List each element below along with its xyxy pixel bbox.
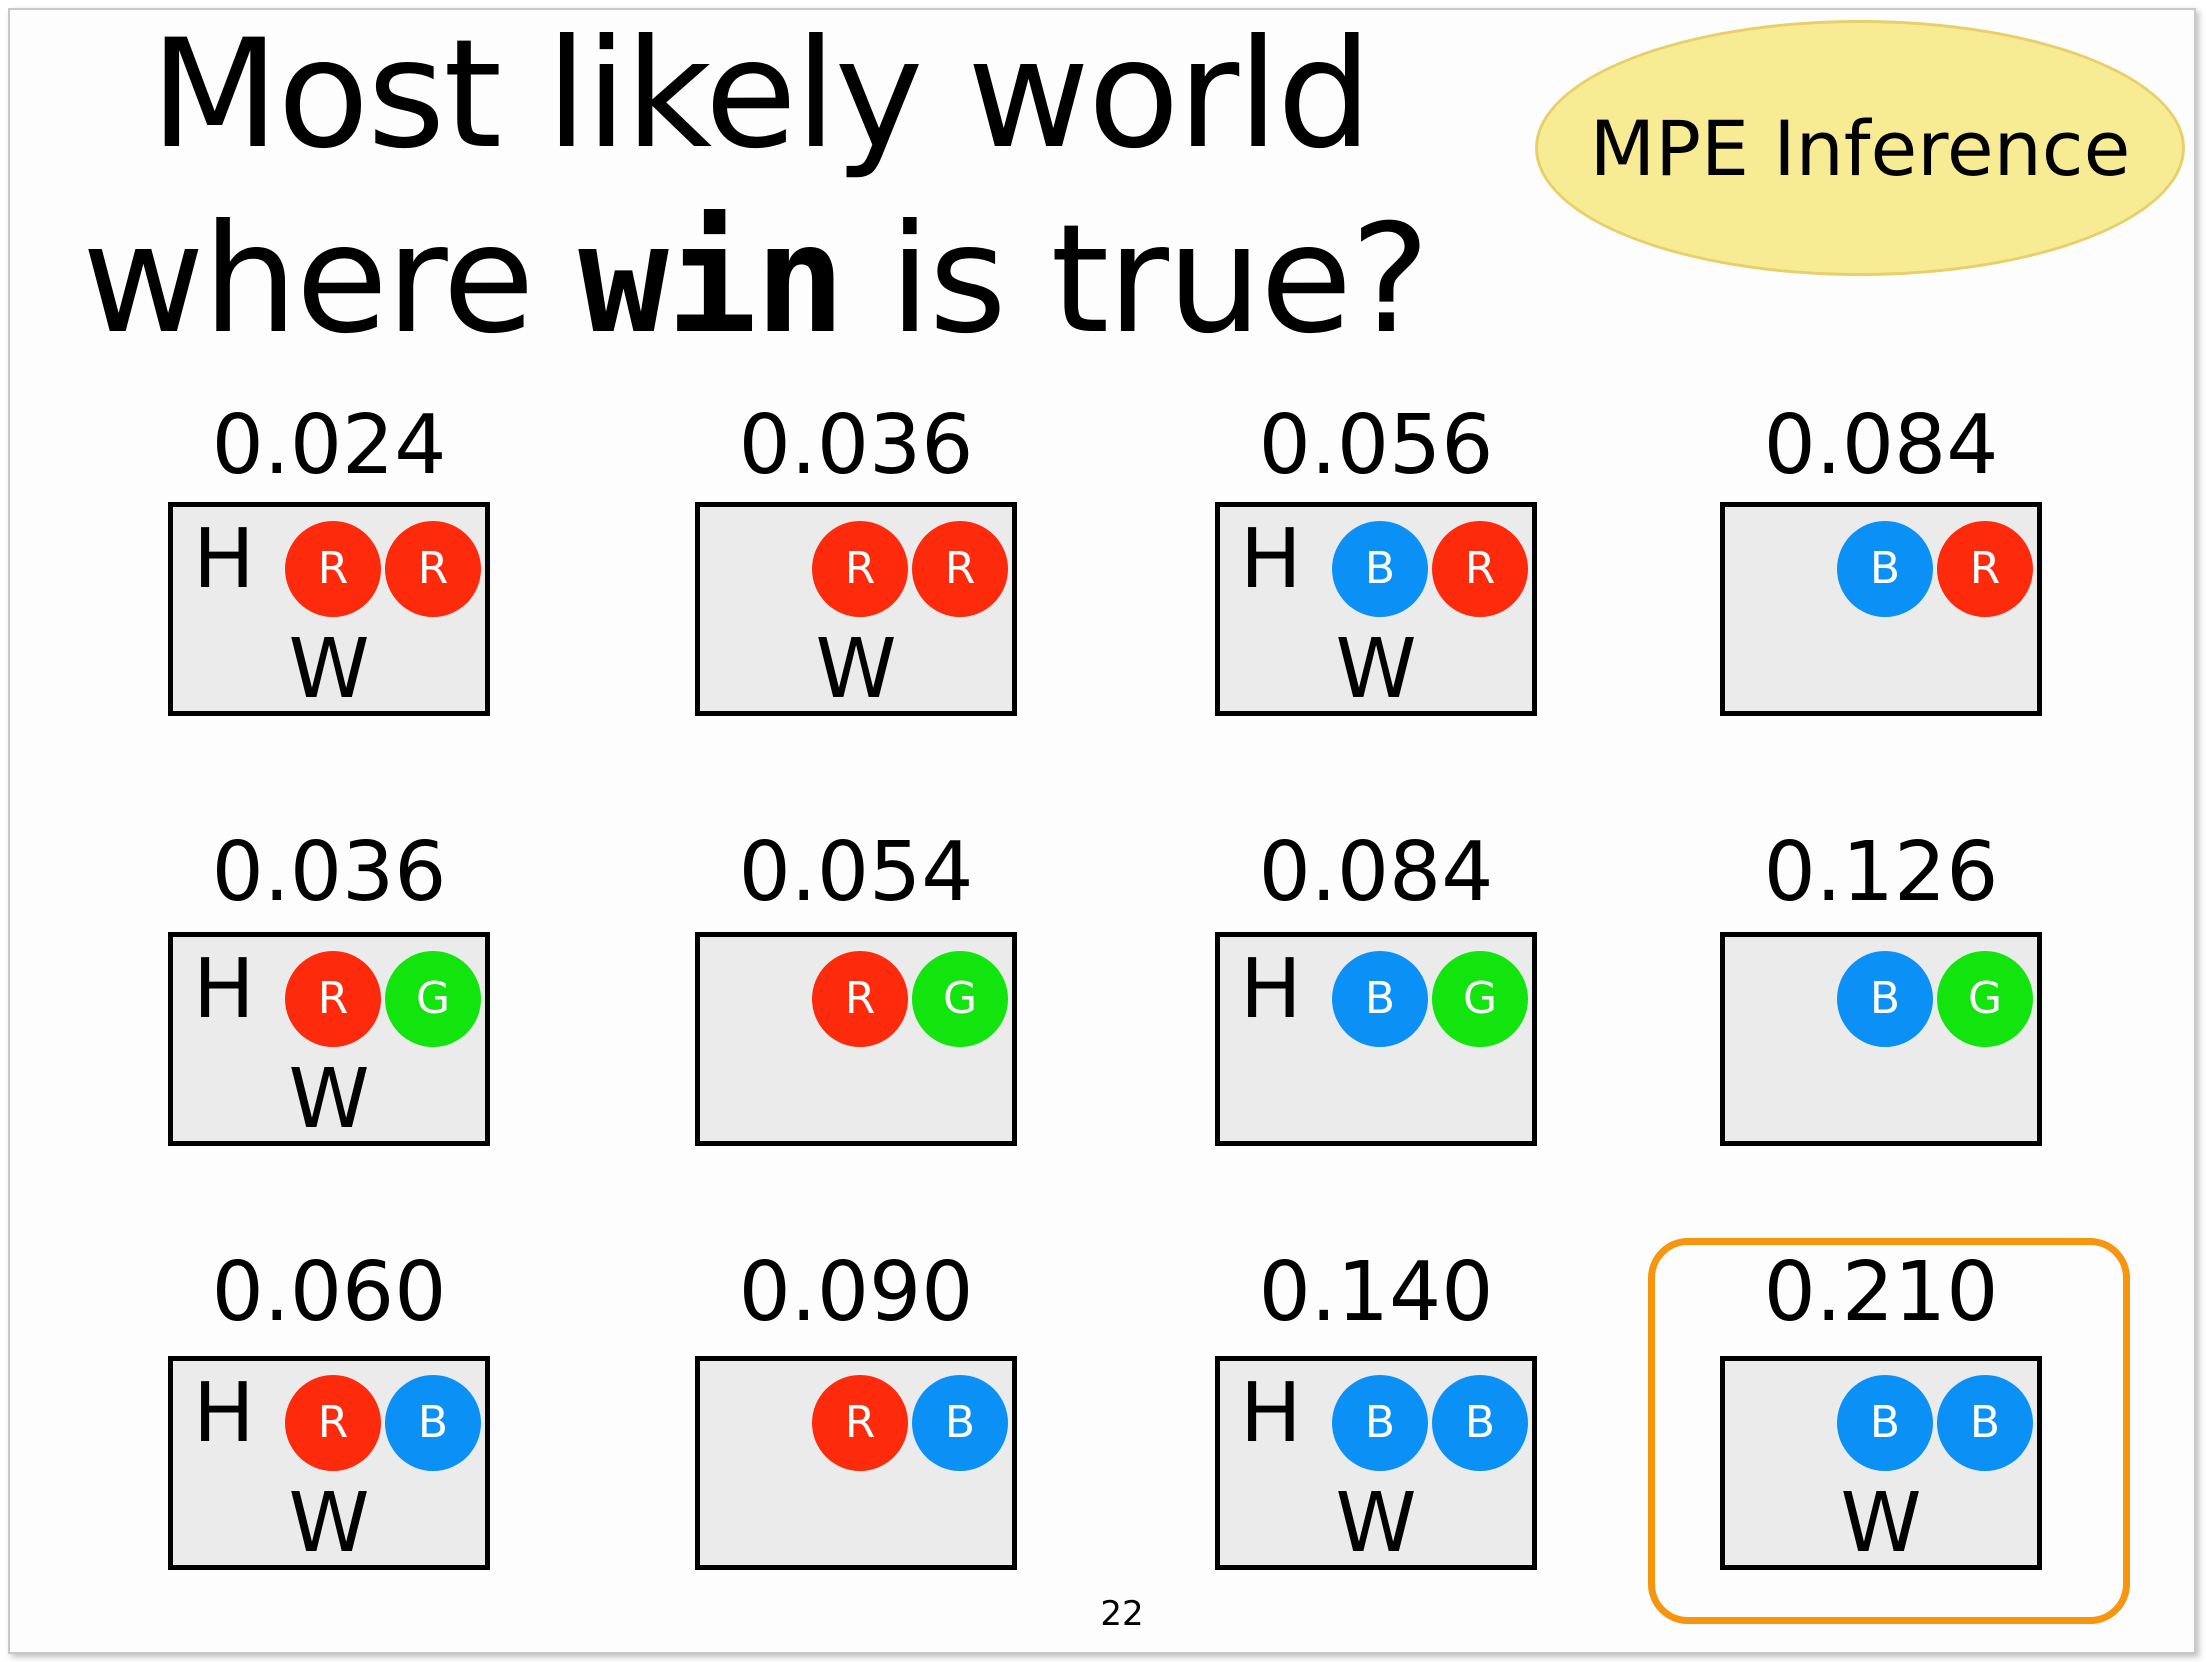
win-label: W — [1840, 1476, 1922, 1571]
ball-label: R — [317, 973, 349, 1024]
win-label: W — [1335, 622, 1417, 717]
ball-blue: B — [1837, 951, 1933, 1047]
title-text-after: is true? — [843, 193, 1430, 367]
ball-label: B — [417, 1397, 449, 1448]
world-probability: 0.084 — [1258, 825, 1494, 920]
ball-blue: B — [1837, 1375, 1933, 1471]
ball-green: G — [385, 951, 481, 1047]
world-probability: 0.054 — [738, 825, 974, 920]
ball-blue: B — [1332, 521, 1428, 617]
ball-label: R — [844, 1397, 876, 1448]
title-line-2: where win is true? — [82, 205, 1430, 355]
world-probability: 0.140 — [1258, 1245, 1494, 1340]
heads-label: H — [1240, 942, 1302, 1037]
ball-label: G — [942, 973, 978, 1024]
slide: Most likely world where win is true? MPE… — [8, 8, 2196, 1654]
ball-label: R — [317, 543, 349, 594]
ball-label: B — [944, 1397, 976, 1448]
ball-blue: B — [912, 1375, 1008, 1471]
ball-label: R — [944, 543, 976, 594]
ball-label: B — [1869, 543, 1901, 594]
heads-label: H — [193, 512, 255, 607]
ball-label: R — [844, 973, 876, 1024]
win-label: W — [288, 622, 370, 717]
heads-label: H — [1240, 1366, 1302, 1461]
world-probability: 0.210 — [1763, 1245, 1999, 1340]
ball-label: G — [1462, 973, 1498, 1024]
ball-green: G — [912, 951, 1008, 1047]
ball-label: B — [1869, 1397, 1901, 1448]
world-probability: 0.036 — [738, 398, 974, 493]
ball-red: R — [812, 521, 908, 617]
ball-red: R — [385, 521, 481, 617]
world-probability: 0.056 — [1258, 398, 1494, 493]
heads-label: H — [193, 1366, 255, 1461]
ball-red: R — [285, 951, 381, 1047]
ball-label: R — [1464, 543, 1496, 594]
win-label: W — [1335, 1476, 1417, 1571]
win-label: W — [815, 622, 897, 717]
ball-label: R — [1969, 543, 2001, 594]
ball-label: R — [844, 543, 876, 594]
title-text-before: where — [82, 193, 579, 367]
world-probability: 0.024 — [211, 398, 447, 493]
heads-label: H — [193, 942, 255, 1037]
badge-label: MPE Inference — [1589, 103, 2131, 193]
ball-green: G — [1937, 951, 2033, 1047]
ball-label: R — [317, 1397, 349, 1448]
ball-label: B — [1364, 973, 1396, 1024]
title-code-win: win — [578, 193, 845, 367]
world-probability: 0.126 — [1763, 825, 1999, 920]
ball-red: R — [912, 521, 1008, 617]
world-probability: 0.060 — [211, 1245, 447, 1340]
ball-blue: B — [1837, 521, 1933, 617]
ball-red: R — [1432, 521, 1528, 617]
world-probability: 0.036 — [211, 825, 447, 920]
ball-label: G — [415, 973, 451, 1024]
ball-label: B — [1869, 973, 1901, 1024]
mpe-inference-badge: MPE Inference — [1535, 20, 2185, 276]
ball-label: R — [417, 543, 449, 594]
win-label: W — [288, 1476, 370, 1571]
ball-red: R — [812, 951, 908, 1047]
ball-label: B — [1464, 1397, 1496, 1448]
most-likely-world-highlight — [1648, 1238, 2130, 1624]
ball-green: G — [1432, 951, 1528, 1047]
ball-blue: B — [1432, 1375, 1528, 1471]
win-label: W — [288, 1052, 370, 1147]
world-probability: 0.084 — [1763, 398, 1999, 493]
heads-label: H — [1240, 512, 1302, 607]
ball-blue: B — [1332, 1375, 1428, 1471]
ball-label: B — [1364, 1397, 1396, 1448]
ball-red: R — [285, 1375, 381, 1471]
page-number: 22 — [1100, 1594, 1144, 1634]
ball-blue: B — [385, 1375, 481, 1471]
ball-blue: B — [1937, 1375, 2033, 1471]
ball-red: R — [812, 1375, 908, 1471]
world-probability: 0.090 — [738, 1245, 974, 1340]
ball-red: R — [1937, 521, 2033, 617]
title-line-1: Most likely world — [150, 8, 1372, 182]
ball-label: B — [1364, 543, 1396, 594]
ball-label: B — [1969, 1397, 2001, 1448]
ball-label: G — [1967, 973, 2003, 1024]
ball-blue: B — [1332, 951, 1428, 1047]
ball-red: R — [285, 521, 381, 617]
